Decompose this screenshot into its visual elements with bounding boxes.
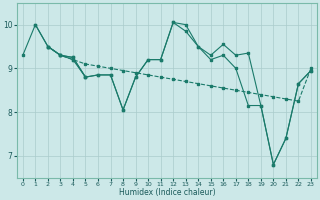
X-axis label: Humidex (Indice chaleur): Humidex (Indice chaleur) xyxy=(119,188,215,197)
